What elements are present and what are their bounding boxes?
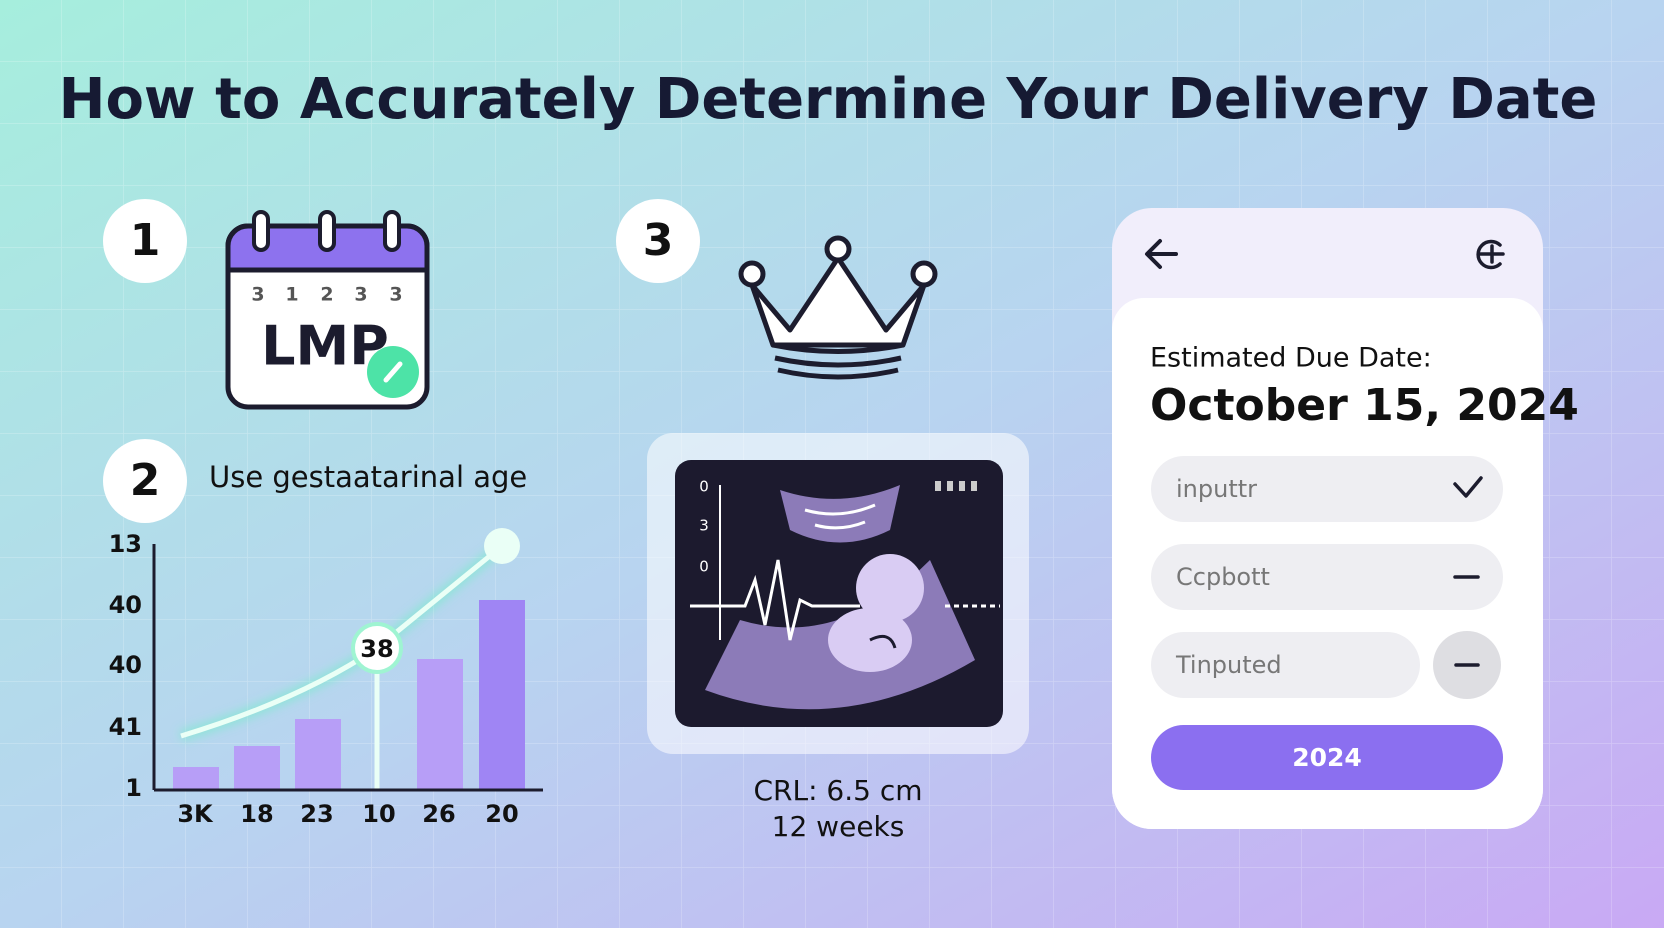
input-field[interactable] <box>1151 632 1420 698</box>
y-label: 40 <box>109 651 142 679</box>
calendar-day: 3 <box>251 284 264 306</box>
x-label: 23 <box>300 800 333 828</box>
back-button[interactable] <box>1145 239 1178 269</box>
y-label: 41 <box>109 713 142 741</box>
step-number: 1 <box>130 215 161 266</box>
step-number: 3 <box>643 215 674 266</box>
input-field[interactable] <box>1151 456 1503 522</box>
step-badge <box>103 439 187 523</box>
step-number: 2 <box>130 455 161 506</box>
menu-button[interactable] <box>1476 239 1505 270</box>
due-date-label: Estimated Due Date: <box>1150 343 1432 374</box>
input-text: inputtr <box>1176 475 1257 503</box>
marker-label: 38 <box>360 635 393 663</box>
step-text: Use gestaatarinal age <box>209 460 527 494</box>
x-label: 3K <box>177 800 214 828</box>
due-date: October 15, 2024 <box>1150 380 1579 431</box>
calendar-icon <box>225 210 430 410</box>
ultrasound-screen <box>647 433 1029 754</box>
input-text: Ccpbott <box>1176 563 1270 591</box>
input-field[interactable] <box>1151 544 1503 610</box>
x-label: 18 <box>240 800 273 828</box>
crown-icon <box>738 235 938 380</box>
check-icon <box>1453 476 1483 498</box>
caption: 12 weeks <box>772 810 905 843</box>
input-text: Tinputed <box>1175 651 1282 679</box>
y-label: 40 <box>109 591 142 619</box>
calendar-day: 1 <box>285 284 298 306</box>
calendar-label: LMP <box>261 315 389 378</box>
step-badge <box>103 199 187 283</box>
submit-button[interactable] <box>1151 725 1503 790</box>
calendar-day: 2 <box>320 284 333 306</box>
x-label: 20 <box>485 800 518 828</box>
calendar-day: 3 <box>389 284 402 306</box>
mini-chart <box>152 528 543 792</box>
y-label: 13 <box>109 530 142 558</box>
title: How to Accurately Determine Your Deliver… <box>59 67 1598 132</box>
x-label: 10 <box>362 800 395 828</box>
button-label: 2024 <box>1292 743 1362 772</box>
step-badge <box>616 199 700 283</box>
scale-label: 0 <box>699 478 709 496</box>
caption: CRL: 6.5 cm <box>753 774 922 807</box>
x-label: 26 <box>422 800 455 828</box>
scale-label: 3 <box>699 517 709 535</box>
calendar-day: 3 <box>354 284 367 306</box>
scale-label: 0 <box>699 558 709 576</box>
y-label: 1 <box>125 774 142 802</box>
